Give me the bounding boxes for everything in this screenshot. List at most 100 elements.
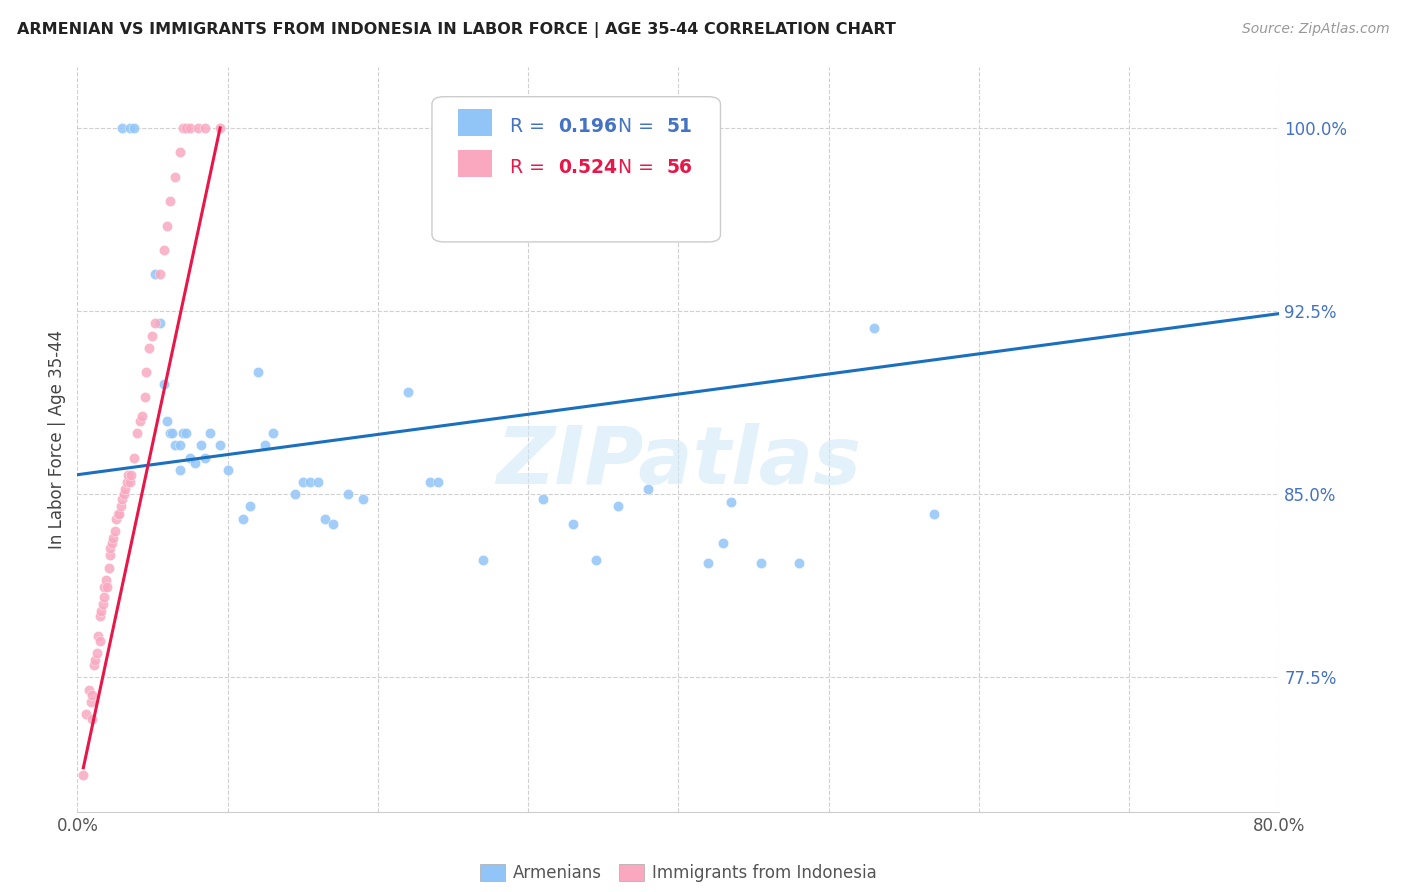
Text: 56: 56 <box>666 158 692 177</box>
Text: 51: 51 <box>666 117 692 136</box>
Point <box>72 768 94 782</box>
Point <box>89 633 111 648</box>
Point <box>720 494 742 508</box>
Point <box>93 590 115 604</box>
Point <box>149 268 172 282</box>
Point <box>749 556 772 570</box>
Point <box>104 524 127 538</box>
Point <box>607 500 630 514</box>
Point <box>169 463 191 477</box>
Point <box>138 341 160 355</box>
Point <box>198 426 221 441</box>
Point <box>159 426 181 441</box>
Point <box>114 483 136 497</box>
Point <box>291 475 314 489</box>
Y-axis label: In Labor Force | Age 35-44: In Labor Force | Age 35-44 <box>48 330 66 549</box>
Point <box>922 507 945 521</box>
Point <box>124 450 146 465</box>
Point <box>183 456 205 470</box>
Point <box>284 487 307 501</box>
Point <box>100 541 122 555</box>
Point <box>232 511 254 525</box>
FancyBboxPatch shape <box>458 109 492 136</box>
Point <box>89 609 111 624</box>
Point <box>194 120 217 135</box>
Point <box>427 475 450 489</box>
Point <box>100 549 122 563</box>
FancyBboxPatch shape <box>458 150 492 178</box>
Point <box>82 688 104 702</box>
Point <box>307 475 329 489</box>
Point <box>787 556 810 570</box>
Point <box>135 365 157 379</box>
Point <box>156 414 179 428</box>
Point <box>84 653 107 667</box>
Point <box>299 475 322 489</box>
Point <box>153 377 176 392</box>
Point <box>160 426 183 441</box>
Point <box>254 438 277 452</box>
Point <box>174 120 197 135</box>
Point <box>159 194 181 209</box>
Point <box>94 573 117 587</box>
Point <box>172 426 194 441</box>
Point <box>239 500 262 514</box>
Text: R =: R = <box>510 117 551 136</box>
Point <box>80 695 103 709</box>
Point <box>179 120 201 135</box>
Point <box>322 516 344 531</box>
Point <box>79 682 101 697</box>
Text: ZIPatlas: ZIPatlas <box>496 423 860 500</box>
Point <box>108 507 131 521</box>
Point <box>163 169 186 184</box>
Point <box>179 450 201 465</box>
Point <box>396 384 419 399</box>
Point <box>169 438 191 452</box>
Point <box>194 450 217 465</box>
Point <box>82 712 104 726</box>
Text: N =: N = <box>619 158 661 177</box>
Point <box>336 487 359 501</box>
Point <box>531 492 554 507</box>
Point <box>86 646 108 660</box>
Point <box>246 365 269 379</box>
Point <box>209 120 232 135</box>
Point <box>117 467 139 482</box>
Point <box>131 409 153 423</box>
Point <box>110 500 132 514</box>
Point <box>87 629 110 643</box>
Point <box>103 531 125 545</box>
Text: R =: R = <box>510 158 551 177</box>
Point <box>172 120 194 135</box>
Text: 0.524: 0.524 <box>558 158 617 177</box>
Point <box>163 438 186 452</box>
Point <box>129 414 152 428</box>
Point <box>93 580 115 594</box>
Point <box>713 536 735 550</box>
Point <box>419 475 441 489</box>
Point <box>112 487 135 501</box>
Point <box>97 560 120 574</box>
Point <box>90 605 112 619</box>
Point <box>145 316 167 330</box>
Point <box>585 553 607 567</box>
Point <box>134 390 156 404</box>
Point <box>145 268 167 282</box>
Point <box>472 553 495 567</box>
Point <box>107 507 129 521</box>
Point <box>217 463 239 477</box>
Point <box>262 426 284 441</box>
Point <box>111 120 134 135</box>
Legend: Armenians, Immigrants from Indonesia: Armenians, Immigrants from Indonesia <box>474 857 883 889</box>
Point <box>105 511 128 525</box>
Point <box>118 120 141 135</box>
Point <box>91 597 114 611</box>
Point <box>149 316 172 330</box>
Text: N =: N = <box>619 117 661 136</box>
Point <box>153 243 176 257</box>
Point <box>127 426 149 441</box>
Point <box>697 556 720 570</box>
Point <box>75 706 97 721</box>
Point <box>314 511 336 525</box>
Point <box>169 145 191 160</box>
